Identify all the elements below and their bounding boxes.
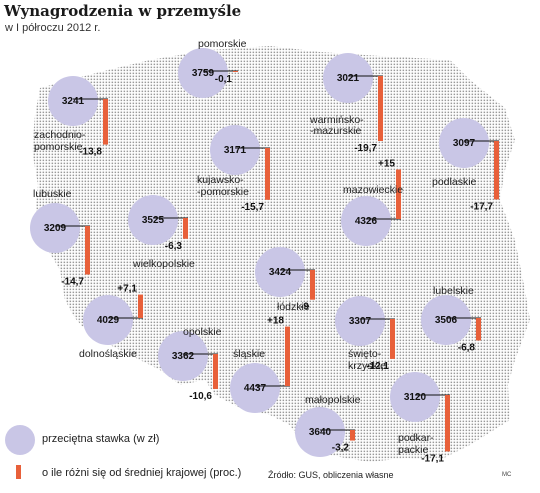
bubble-dolno-l-skie	[83, 295, 133, 345]
bubble--l-skie	[230, 363, 280, 413]
diff-bar-podkarpackie	[445, 395, 450, 452]
region-label-zachodnio-pomorskie-1: zachodnio-	[34, 129, 86, 141]
wage-label-zachodnio-pomorskie: 3241	[62, 96, 85, 107]
region-label-mazowieckie: mazowieckie	[343, 184, 403, 196]
region-label-warmi-sko-mazurskie-2: -mazurskie	[310, 125, 362, 137]
wage-label--l-skie: 4437	[244, 383, 267, 394]
diff-bar--wi-tokrzyskie	[390, 319, 395, 359]
region-label--dzkie: łódzkie	[277, 301, 310, 313]
diff-label-podkarpackie: -17,1	[421, 453, 444, 464]
wage-label-mazowieckie: 4326	[355, 216, 378, 227]
region-label-podkarpackie-1: podkar-	[398, 432, 434, 444]
bubble-kujawsko-pomorskie	[210, 125, 260, 175]
region-label-pomorskie: pomorskie	[198, 38, 247, 50]
diff-label-zachodnio-pomorskie: -13,8	[79, 147, 102, 158]
diff-bar-opolskie	[213, 354, 218, 389]
bubble--wi-tokrzyskie	[335, 296, 385, 346]
diff-bar-mazowieckie	[396, 169, 401, 219]
diff-label-wielkopolskie: -6,3	[165, 241, 183, 252]
wage-label-warmi-sko-mazurskie: 3021	[337, 73, 360, 84]
diff-label-lubelskie: -6,8	[458, 342, 476, 353]
diff-label-ma-opolskie: -3,2	[332, 443, 350, 454]
bubble--dzkie	[255, 247, 305, 297]
bubble-podlaskie	[439, 118, 489, 168]
bubble-mazowieckie	[341, 196, 391, 246]
legend-circle-label: przeciętna stawka (w zł)	[42, 433, 160, 445]
legend-bar-label: o ile różni się od średniej krajowej (pr…	[42, 467, 242, 479]
diff-label--wi-tokrzyskie: -12,1	[366, 361, 389, 372]
region-label--l-skie: śląskie	[233, 348, 265, 360]
credit: MC	[502, 472, 512, 478]
diff-label--l-skie: +18	[267, 316, 284, 327]
region-label-lubelskie: lubelskie	[433, 285, 474, 297]
bubble-lubuskie	[30, 203, 80, 253]
diff-label-podlaskie: -17,7	[470, 201, 493, 212]
bubble-opolskie	[158, 331, 208, 381]
diff-bar-warmi-sko-mazurskie	[378, 76, 383, 142]
region-label-ma-opolskie: małopolskie	[305, 394, 361, 406]
diff-bar--dzkie	[310, 270, 315, 300]
wage-label-pomorskie: 3759	[192, 68, 215, 79]
chart-title: Wynagrodzenia w przemyśle	[4, 2, 242, 20]
diff-bar-lubuskie	[85, 226, 90, 275]
region-label-podlaskie: podlaskie	[432, 176, 477, 188]
region-label-opolskie: opolskie	[183, 326, 222, 338]
region-label-podkarpackie-2: packie	[398, 444, 429, 456]
diff-bar-pomorskie	[233, 71, 238, 72]
bubble-warmi-sko-mazurskie	[323, 53, 373, 103]
wage-label-podlaskie: 3097	[453, 138, 476, 149]
diff-bar-zachodnio-pomorskie	[103, 99, 108, 145]
wage-label-ma-opolskie: 3640	[309, 427, 332, 438]
diff-label--dzkie: -9	[300, 302, 309, 313]
diff-bar-ma-opolskie	[350, 430, 355, 441]
region-label-wielkopolskie: wielkopolskie	[132, 258, 195, 270]
diff-label-pomorskie: -0,1	[215, 74, 233, 85]
diff-bar-lubelskie	[476, 318, 481, 341]
diff-label-warmi-sko-mazurskie: -19,7	[354, 143, 377, 154]
wage-label--wi-tokrzyskie: 3307	[349, 316, 372, 327]
wage-label-lubuskie: 3209	[44, 223, 67, 234]
diff-bar-dolno-l-skie	[138, 294, 143, 318]
diff-label-opolskie: -10,6	[189, 391, 212, 402]
wage-label-lubelskie: 3506	[435, 315, 458, 326]
wage-label--dzkie: 3424	[269, 267, 292, 278]
region-label-kujawsko-pomorskie-2: -pomorskie	[197, 186, 249, 198]
region-label--wi-tokrzyskie-2: krzyskie	[348, 360, 386, 372]
bubble-lubelskie	[421, 295, 471, 345]
region-label-lubuskie: lubuskie	[33, 188, 72, 200]
wage-label-wielkopolskie: 3525	[142, 215, 165, 226]
wage-label-kujawsko-pomorskie: 3171	[224, 145, 247, 156]
region-label-kujawsko-pomorskie-1: kujawsko-	[197, 174, 244, 186]
diff-label-mazowieckie: +15	[378, 159, 395, 170]
wage-label-opolskie: 3362	[172, 351, 195, 362]
chart-subtitle: w I półroczu 2012 r.	[5, 22, 101, 34]
diff-label-dolno-l-skie: +7,1	[117, 284, 137, 295]
diff-bar-kujawsko-pomorskie	[265, 148, 270, 200]
diff-label-lubuskie: -14,7	[61, 277, 84, 288]
diff-bar-wielkopolskie	[183, 218, 188, 239]
bubble-ma-opolskie	[295, 407, 345, 457]
wage-label-podkarpackie: 3120	[404, 392, 427, 403]
region-label-zachodnio-pomorskie-2: pomorskie	[34, 141, 83, 153]
bubble-podkarpackie	[390, 372, 440, 422]
bubble-pomorskie	[178, 48, 228, 98]
diff-bar--l-skie	[285, 326, 290, 386]
region-label-dolno-l-skie: dolnośląskie	[79, 348, 137, 360]
legend-bar-swatch	[16, 465, 21, 479]
bubble-zachodnio-pomorskie	[48, 76, 98, 126]
legend-circle-swatch	[5, 425, 35, 455]
region-label-warmi-sko-mazurskie-1: warmińsko-	[309, 114, 364, 126]
bubble-wielkopolskie	[128, 195, 178, 245]
source-note: Źródło: GUS, obliczenia własne	[268, 470, 394, 480]
diff-bar-podlaskie	[494, 141, 499, 200]
region-label--wi-tokrzyskie-1: święto-	[348, 348, 382, 360]
diff-label-kujawsko-pomorskie: -15,7	[241, 202, 264, 213]
wage-label-dolno-l-skie: 4029	[97, 315, 120, 326]
